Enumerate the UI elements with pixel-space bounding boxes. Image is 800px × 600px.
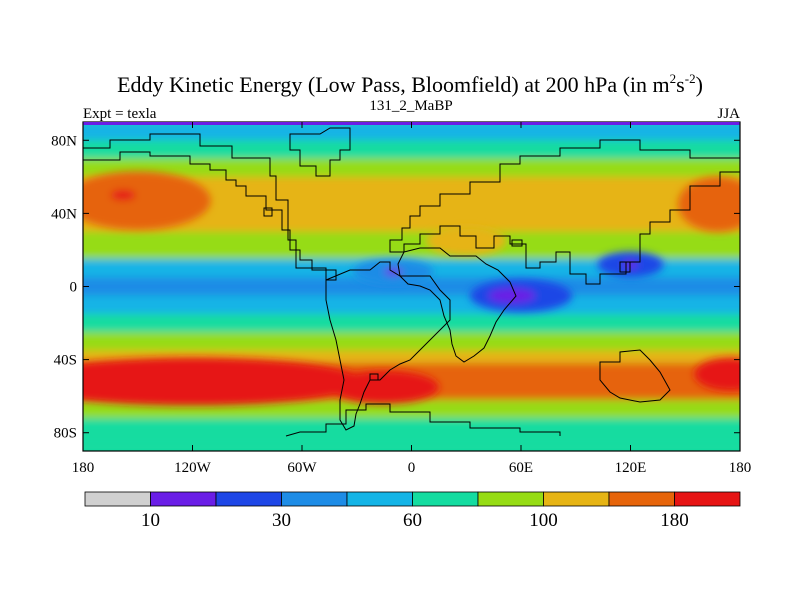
colorbar-swatch: [84, 491, 151, 507]
antarctica-outline: [285, 403, 561, 437]
latitude-band: [83, 158, 740, 177]
title-mid: s: [676, 72, 685, 97]
region-nh-west-pacific: [677, 176, 740, 232]
colorbar-swatch: [543, 491, 610, 507]
colorbar: 10 30 60 100 180: [84, 491, 741, 531]
region-sh-storm-track: [83, 357, 366, 406]
x-tick-label: 120W: [174, 460, 212, 476]
australia-outline: [599, 349, 671, 403]
colorbar-swatch: [608, 491, 675, 507]
x-tick-label: 60W: [287, 460, 317, 476]
y-tick-label: 80N: [51, 133, 77, 149]
title-sup-2: -2: [685, 71, 696, 86]
colorbar-label: 60: [403, 510, 422, 531]
latitude-band: [83, 332, 740, 351]
center-subtitle: 131_2_MaBP: [369, 98, 452, 114]
region-sh-east-pacific-max: [694, 357, 740, 391]
y-tick-label: 40N: [51, 206, 77, 222]
colorbar-label: 30: [272, 510, 291, 531]
latitude-band: [83, 277, 740, 296]
continent-outlines: [83, 127, 740, 437]
colorbar-label: 10: [141, 510, 160, 531]
island-outline: [263, 207, 273, 217]
latitude-band: [83, 140, 740, 159]
colorbar-swatch: [477, 491, 544, 507]
left-subtitle: Expt = texla: [83, 106, 157, 122]
latitude-band: [83, 399, 740, 419]
colorbar-swatch: [412, 491, 479, 507]
x-tick-label: 0: [408, 460, 416, 476]
island-outline: [369, 373, 379, 381]
latitude-band: [83, 295, 740, 314]
greenland-outline: [289, 127, 351, 177]
island-outline: [511, 239, 523, 247]
title-end: ): [696, 72, 703, 97]
y-tick-label: 0: [70, 280, 78, 296]
south-america-outline: [325, 261, 451, 431]
island-outline: [619, 261, 631, 273]
north-america-outline: [83, 133, 337, 281]
africa-outline: [397, 247, 517, 363]
colorbar-label: 100: [529, 510, 558, 531]
x-axis: 180 120W 60W 0 60E 120E 180: [72, 122, 752, 476]
x-tick-label: 120E: [615, 460, 647, 476]
y-tick-label: 80S: [54, 426, 77, 442]
x-tick-label: 180: [72, 460, 95, 476]
region-nh-pacific-track: [83, 171, 211, 230]
region-nh-pacific-core: [110, 189, 136, 201]
title-main: Eddy Kinetic Energy (Low Pass, Bloomfiel…: [117, 72, 670, 97]
region-indian-ocean-core: [488, 288, 536, 303]
chart-title: Eddy Kinetic Energy (Low Pass, Bloomfiel…: [117, 71, 703, 97]
x-tick-label: 180: [729, 460, 752, 476]
intensity-regions: [83, 171, 740, 406]
colorbar-swatch: [346, 491, 413, 507]
eurasia-outline: [389, 139, 740, 285]
latitude-band: [83, 432, 740, 451]
x-tick-label: 60E: [509, 460, 533, 476]
y-axis: 80N 40N 0 40S 80S: [51, 133, 740, 442]
colorbar-swatch: [215, 491, 282, 507]
region-sh-atlantic-max: [329, 370, 439, 404]
y-tick-label: 40S: [54, 353, 77, 369]
colorbar-label: 180: [660, 510, 689, 531]
latitude-band: [83, 418, 740, 433]
latitude-band: [83, 122, 740, 141]
title-sup-1: 2: [670, 71, 677, 86]
plot-area: [83, 122, 740, 451]
colorbar-swatch: [674, 491, 741, 507]
colorbar-swatch: [281, 491, 348, 507]
latitude-band: [83, 313, 740, 333]
right-subtitle: JJA: [717, 106, 740, 122]
colorbar-swatch: [150, 491, 217, 507]
